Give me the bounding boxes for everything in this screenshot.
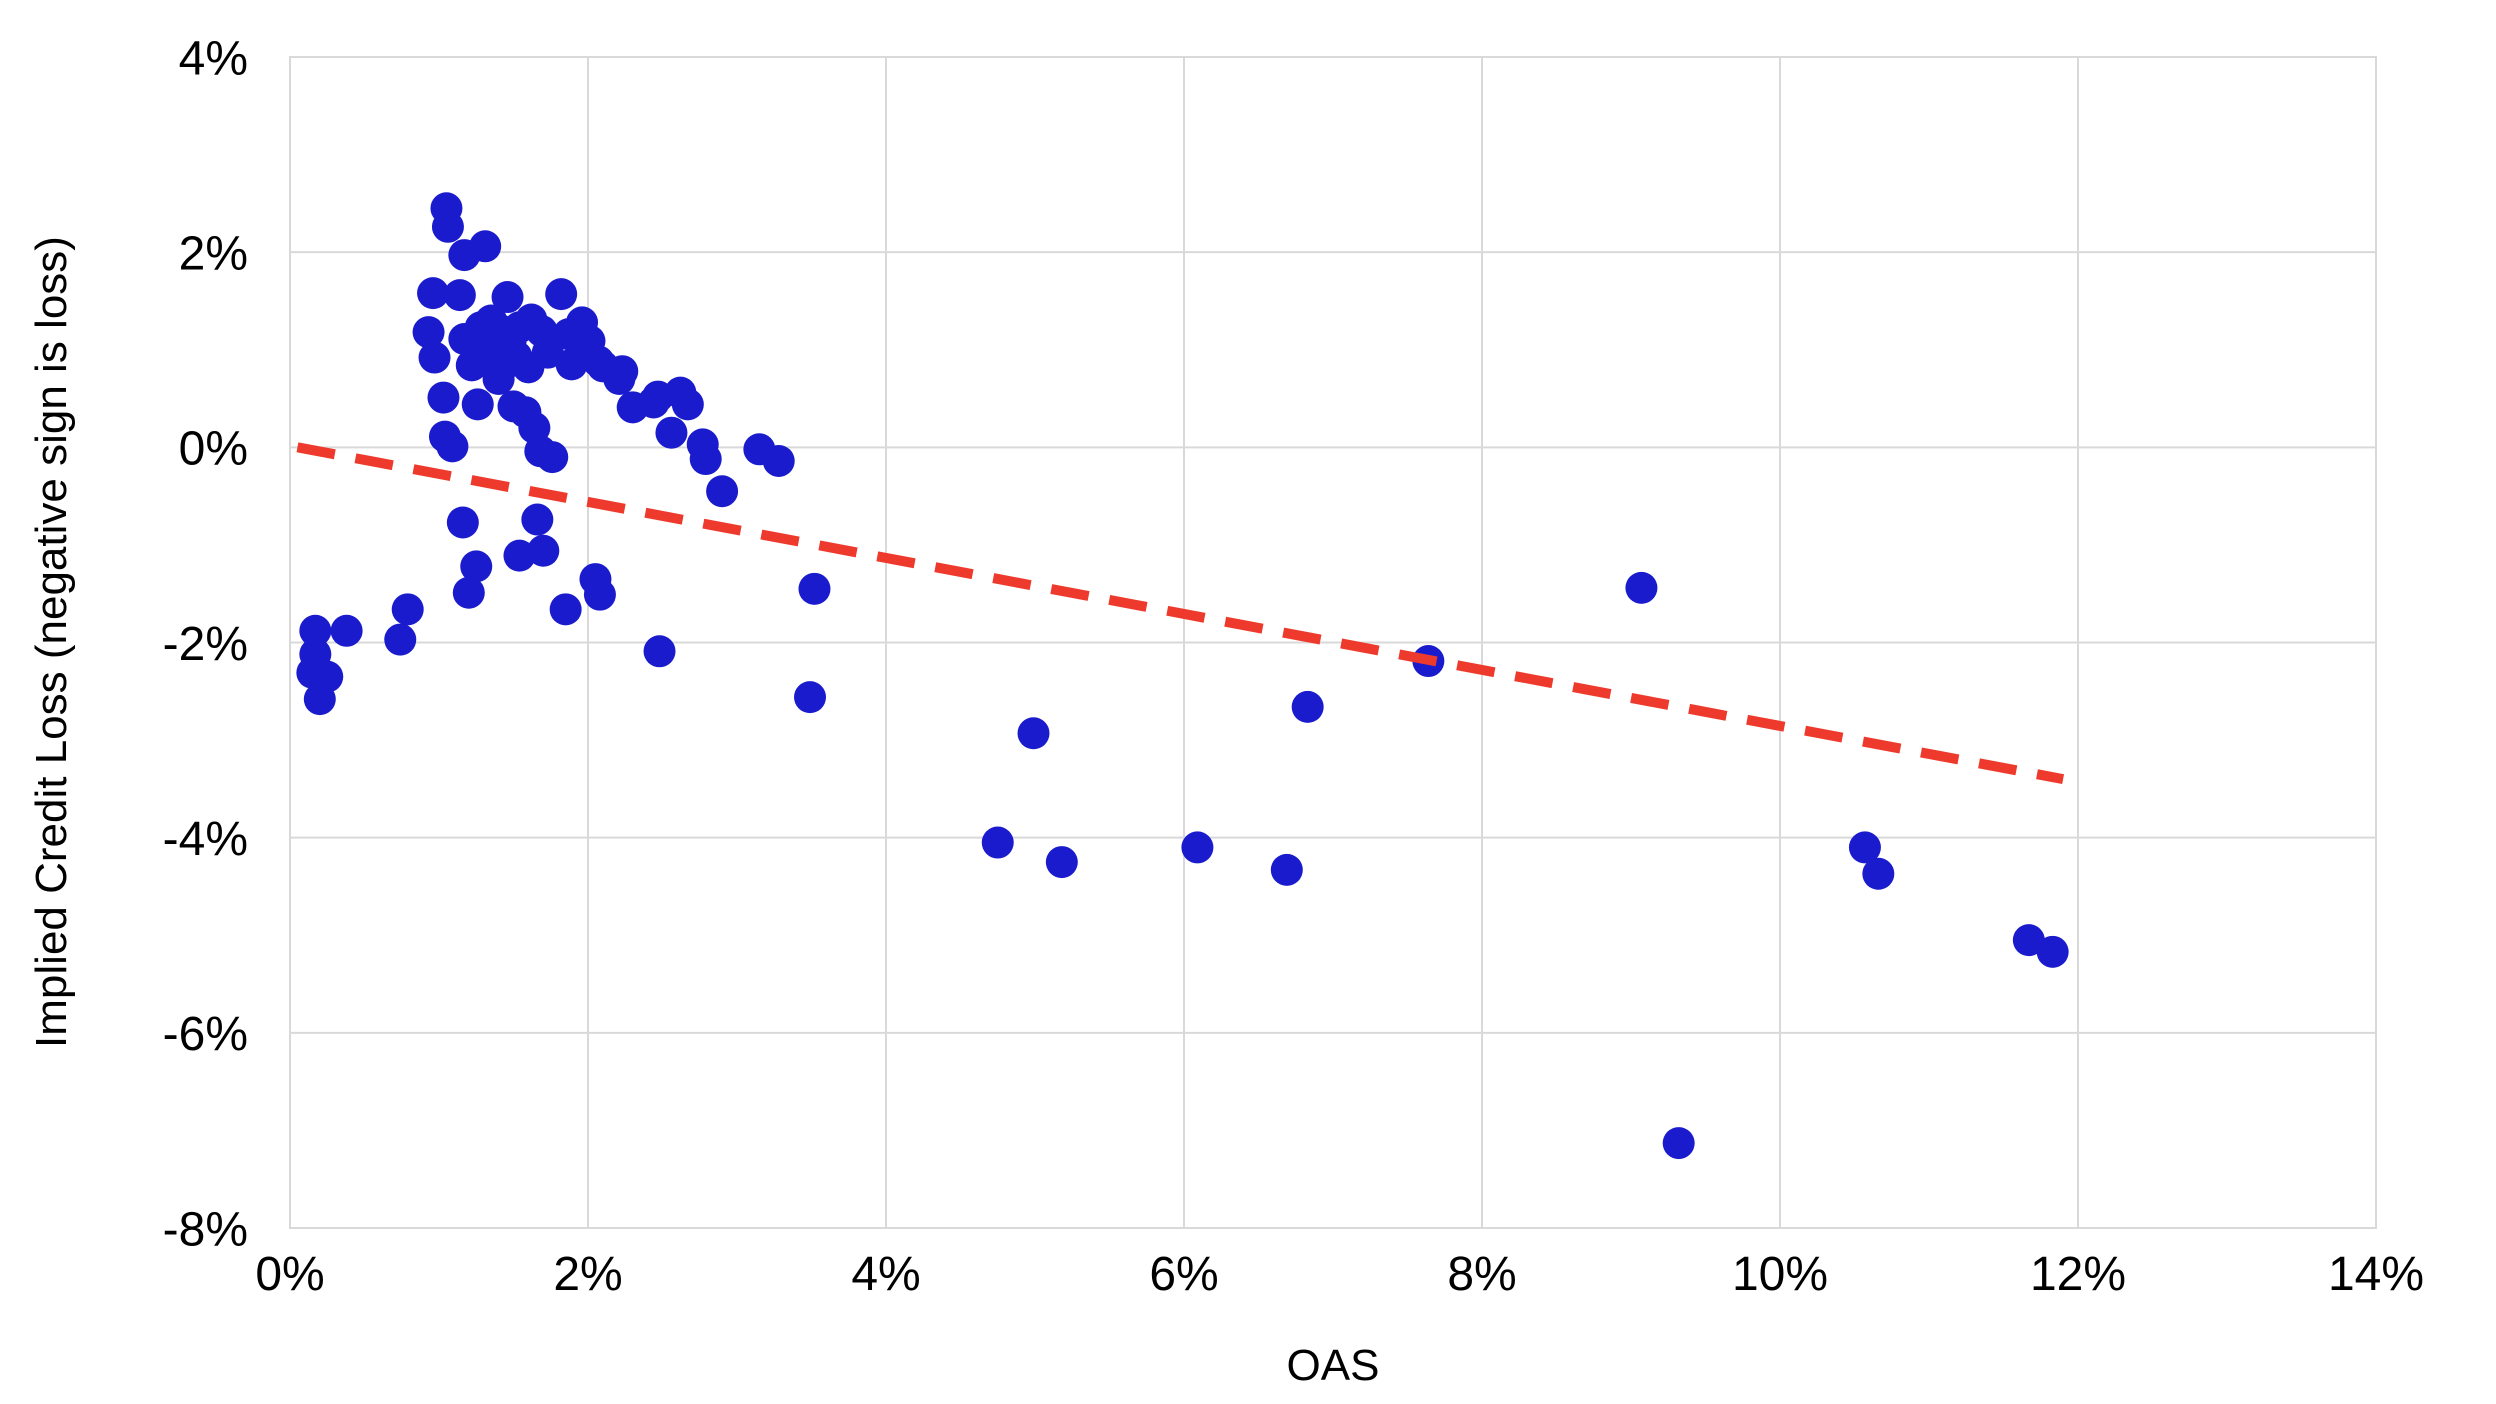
data-point [1181, 831, 1214, 864]
data-point [521, 503, 554, 536]
data-point [443, 279, 476, 312]
data-point [549, 593, 582, 626]
y-tick-label: 2% [179, 227, 248, 280]
y-tick-label: -4% [163, 813, 248, 866]
data-point [1017, 717, 1050, 750]
data-point [412, 316, 445, 349]
y-tick-label: -8% [163, 1203, 248, 1256]
data-point [981, 826, 1014, 859]
data-point [1270, 853, 1303, 886]
x-tick-label: 2% [553, 1248, 622, 1301]
data-point [1662, 1127, 1695, 1160]
data-point [2012, 924, 2045, 957]
data-point [503, 539, 536, 572]
x-tick-label: 8% [1447, 1248, 1516, 1301]
data-point [460, 550, 493, 583]
data-point [1625, 571, 1658, 604]
y-tick-label: 4% [179, 32, 248, 85]
data-point [418, 341, 451, 374]
x-tick-label: 6% [1149, 1248, 1218, 1301]
y-tick-label: -2% [163, 618, 248, 671]
trendline [296, 442, 2065, 785]
data-point [762, 444, 795, 477]
data-point [531, 336, 564, 369]
data-point [798, 572, 831, 605]
data-point [482, 363, 515, 396]
data-point [491, 281, 524, 314]
data-point [555, 348, 588, 381]
data-point [299, 614, 332, 647]
data-point [527, 534, 560, 567]
x-tick-label: 12% [2030, 1248, 2126, 1301]
data-point [1045, 846, 1078, 879]
scatter-points-layer [296, 192, 2069, 1160]
data-point [2036, 935, 2069, 968]
data-point [1862, 857, 1895, 890]
data-point [461, 388, 494, 421]
data-point [494, 325, 527, 358]
data-point [391, 593, 424, 626]
plot-border [289, 56, 2377, 1229]
data-point [436, 430, 469, 463]
tick-labels-layer: 0% 2% 4% 6% 8% 10% 12% 14% 4% 2% 0% -2% -4% -6% -8% [163, 32, 2424, 1301]
data-point [446, 506, 479, 539]
data-point [469, 230, 502, 263]
data-point [1291, 690, 1324, 723]
data-point [603, 363, 636, 396]
data-point [706, 475, 739, 508]
data-point [545, 278, 578, 311]
data-point [794, 681, 827, 714]
data-point [637, 386, 670, 419]
data-point [536, 441, 569, 474]
data-point [1848, 831, 1881, 864]
data-point [475, 304, 508, 337]
x-tick-label: 14% [2328, 1248, 2424, 1301]
data-point [330, 614, 363, 647]
x-tick-label: 10% [1732, 1248, 1828, 1301]
x-tick-label: 4% [851, 1248, 920, 1301]
data-point [515, 303, 548, 336]
y-tick-label: 0% [179, 423, 248, 476]
data-point [431, 210, 464, 243]
data-point [303, 683, 336, 716]
data-point [427, 381, 460, 414]
y-axis-title: Implied Credit Loss (negative sign is lo… [27, 236, 76, 1048]
data-point [417, 277, 450, 310]
data-point [643, 635, 676, 668]
y-tick-label: -6% [163, 1008, 248, 1061]
data-point [671, 388, 704, 421]
gridlines-layer [289, 56, 2377, 1229]
data-point [384, 623, 417, 656]
data-point [689, 443, 722, 476]
data-point [452, 576, 485, 609]
data-point [573, 324, 606, 357]
data-point [583, 578, 616, 611]
x-tick-label: 0% [255, 1248, 324, 1301]
trendline-layer [296, 442, 2065, 785]
x-axis-title: OAS [1287, 1341, 1380, 1390]
data-point [655, 416, 688, 449]
